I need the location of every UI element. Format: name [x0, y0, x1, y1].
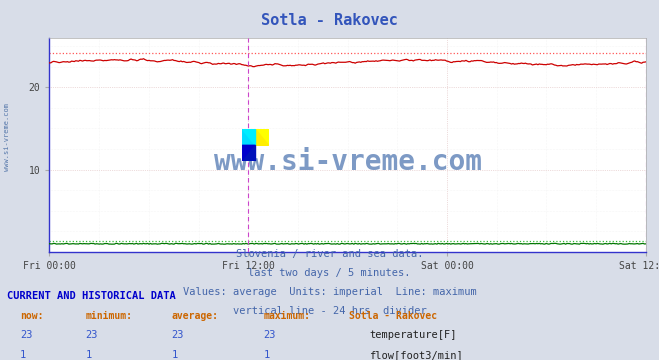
Text: 23: 23 [264, 330, 276, 341]
Polygon shape [256, 129, 269, 145]
Polygon shape [243, 129, 256, 145]
Text: vertical line - 24 hrs  divider: vertical line - 24 hrs divider [233, 306, 426, 316]
Text: 23: 23 [20, 330, 32, 341]
Text: Sotla - Rakovec: Sotla - Rakovec [261, 13, 398, 28]
Text: minimum:: minimum: [86, 311, 132, 321]
Polygon shape [243, 145, 256, 161]
Polygon shape [243, 145, 256, 161]
Text: last two days / 5 minutes.: last two days / 5 minutes. [248, 268, 411, 278]
Text: average:: average: [171, 311, 218, 321]
Text: now:: now: [20, 311, 43, 321]
Text: www.si-vreme.com: www.si-vreme.com [214, 148, 482, 176]
Text: Slovenia / river and sea data.: Slovenia / river and sea data. [236, 249, 423, 260]
Text: 1: 1 [86, 350, 92, 360]
Polygon shape [256, 129, 269, 145]
Text: temperature[F]: temperature[F] [369, 330, 457, 341]
Text: 23: 23 [171, 330, 184, 341]
Text: Values: average  Units: imperial  Line: maximum: Values: average Units: imperial Line: ma… [183, 287, 476, 297]
Text: 1: 1 [264, 350, 270, 360]
Text: 1: 1 [171, 350, 177, 360]
Text: 1: 1 [20, 350, 26, 360]
Text: CURRENT AND HISTORICAL DATA: CURRENT AND HISTORICAL DATA [7, 291, 175, 301]
Text: maximum:: maximum: [264, 311, 310, 321]
Text: flow[foot3/min]: flow[foot3/min] [369, 350, 463, 360]
Text: Sotla - Rakovec: Sotla - Rakovec [349, 311, 438, 321]
Text: www.si-vreme.com: www.si-vreme.com [3, 103, 10, 171]
Polygon shape [243, 129, 256, 145]
Text: 23: 23 [86, 330, 98, 341]
